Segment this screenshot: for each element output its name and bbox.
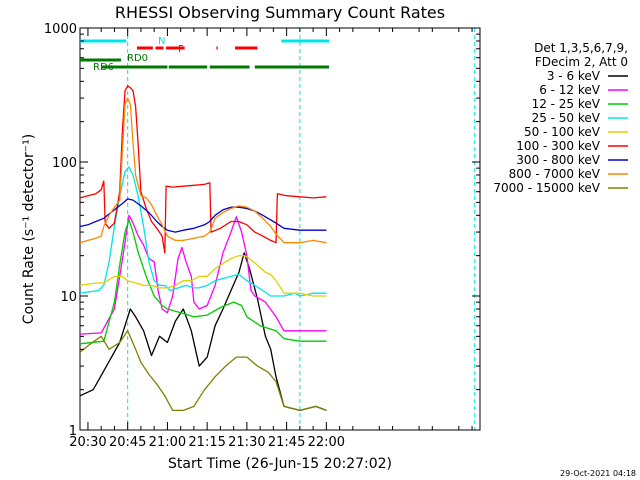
state-label-n: N	[158, 36, 165, 47]
x-tick-label-21:15: 21:15	[188, 435, 225, 450]
series-line-7000-15000-kev-kev	[79, 330, 327, 412]
legend-label-800-7000-kev-kev: 800 - 7000 keV	[509, 167, 601, 181]
legend-label-6-12-kev-kev: 6 - 12 keV	[539, 83, 601, 97]
state-label-rd0: RD0	[127, 53, 148, 64]
legend-header-line-2: FDecim 2, Att 0	[535, 55, 628, 69]
state-label-f: F	[178, 44, 184, 55]
legend-label-3-6-kev-kev: 3 - 6 keV	[547, 69, 601, 83]
y-tick-label-1000: 1000	[44, 22, 77, 37]
series-line-3-6-kev-kev	[79, 252, 327, 412]
legend-label-12-25-kev-kev: 12 - 25 keV	[532, 97, 601, 111]
axes: 20:30 20:45 21:00 21:15 21:30 21:45 22:00 1 10 10…	[44, 22, 480, 450]
legend-label-25-50-kev-kev: 25 - 50 keV	[532, 111, 601, 125]
legend-label-100-300-kev-kev: 100 - 300 keV	[516, 139, 600, 153]
x-tick-label-21:45: 21:45	[268, 435, 305, 450]
y-axis-label: Count Rate (s⁻¹ detector⁻¹)	[21, 134, 37, 324]
plot-area	[79, 27, 481, 431]
legend-header-line-1: Det 1,3,5,6,7,9,	[534, 41, 628, 55]
x-tick-label-20:45: 20:45	[109, 435, 146, 450]
x-tick-label-21:00: 21:00	[149, 435, 186, 450]
legend-label-7000-15000-kev-kev: 7000 - 15000 keV	[493, 181, 600, 195]
x-tick-label-22:00: 22:00	[308, 435, 345, 450]
series-line-6-12-kev-kev	[79, 214, 327, 335]
chart-title: RHESSI Observing Summary Count Rates	[115, 3, 445, 22]
legend: Det 1,3,5,6,7,9, FDecim 2, Att 0 3 - 6 k…	[493, 41, 628, 195]
x-tick-label-21:30: 21:30	[228, 435, 265, 450]
x-tick-label-20:30: 20:30	[69, 435, 106, 450]
legend-label-300-800-kev-kev: 300 - 800 keV	[516, 153, 600, 167]
cursor-lines	[127, 28, 476, 430]
state-label-rd6: RD6	[93, 62, 114, 73]
state-bars: N F RD0 RD6	[80, 36, 330, 73]
y-tick-label-1: 1	[69, 424, 77, 439]
datestamp: 29-Oct-2021 04:18	[560, 469, 636, 478]
x-axis-label: Start Time (26-Jun-15 20:27:02)	[168, 456, 392, 472]
series-layer	[79, 85, 327, 412]
series-line-12-25-kev-kev	[79, 219, 327, 345]
series-line-100-300-kev-kev	[79, 85, 327, 254]
series-line-300-800-kev-kev	[79, 198, 327, 233]
y-tick-label-100: 100	[52, 156, 77, 171]
series-line-25-50-kev-kev	[79, 166, 327, 297]
y-tick-label-10: 10	[60, 290, 77, 305]
series-line-800-7000-kev-kev	[79, 97, 327, 244]
series-line-50-100-kev-kev	[79, 255, 327, 297]
legend-label-50-100-kev-kev: 50 - 100 keV	[524, 125, 601, 139]
